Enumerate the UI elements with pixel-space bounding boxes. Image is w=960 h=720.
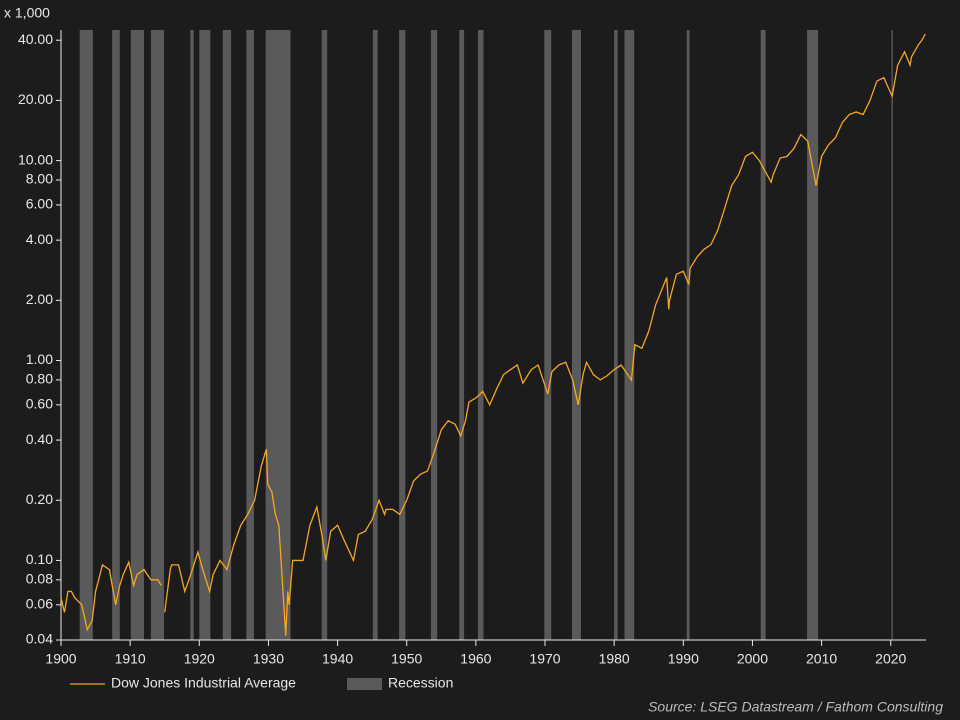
recession-band [222,30,232,640]
recession-band [624,30,635,640]
legend-swatch [347,678,382,690]
recession-band [430,30,438,640]
x-tick-label: 1980 [599,651,630,667]
recession-band [150,30,165,640]
recession-band [760,30,766,640]
series-line [60,33,926,636]
x-tick-label: 1940 [322,651,353,667]
y-tick-label: 0.10 [26,551,53,567]
x-tick-label: 2000 [737,651,768,667]
recession-band [190,30,194,640]
y-tick-label: 10.00 [18,151,53,167]
y-tick-label: 4.00 [26,231,53,247]
x-tick-label: 1960 [460,651,491,667]
y-tick-label: 6.00 [26,196,53,212]
recession-band [686,30,690,640]
recession-band [372,30,378,640]
x-tick-label: 1930 [253,651,284,667]
recession-band [112,30,120,640]
y-tick-label: 1.00 [26,351,53,367]
recession-band [399,30,406,640]
x-tick-label: 1920 [184,651,215,667]
recession-band [246,30,254,640]
y-tick-label: 0.40 [26,431,53,447]
x-tick-label: 2020 [875,651,906,667]
y-tick-label: 0.60 [26,396,53,412]
recession-band [571,30,581,640]
x-tick-label: 1900 [45,651,76,667]
legend-label: Recession [388,675,453,691]
x-tick-label: 1910 [115,651,146,667]
legend-label: Dow Jones Industrial Average [111,675,296,691]
recession-band [321,30,328,640]
x-tick-label: 2010 [806,651,837,667]
y-tick-label: 0.04 [26,631,53,647]
recession-band [614,30,618,640]
y-tick-label: 20.00 [18,91,53,107]
recession-band [807,30,819,640]
recession-band [79,30,93,640]
y-tick-label: 0.80 [26,371,53,387]
recession-band [130,30,144,640]
recession-band [477,30,484,640]
recession-band [544,30,552,640]
recession-band [891,30,893,640]
recession-band [199,30,211,640]
recession-band [459,30,465,640]
y-tick-label: 0.08 [26,571,53,587]
y-tick-label: 0.20 [26,491,53,507]
source: Source: LSEG Datastream / Fathom Consult… [648,699,943,715]
y-tick-label: 8.00 [26,171,53,187]
y-tick-label: 0.06 [26,595,53,611]
unit-label: x 1,000 [4,5,50,21]
recession-band [265,30,291,640]
y-tick-label: 40.00 [18,31,53,47]
x-tick-label: 1970 [529,651,560,667]
x-tick-label: 1990 [668,651,699,667]
x-tick-label: 1950 [391,651,422,667]
y-tick-label: 2.00 [26,291,53,307]
